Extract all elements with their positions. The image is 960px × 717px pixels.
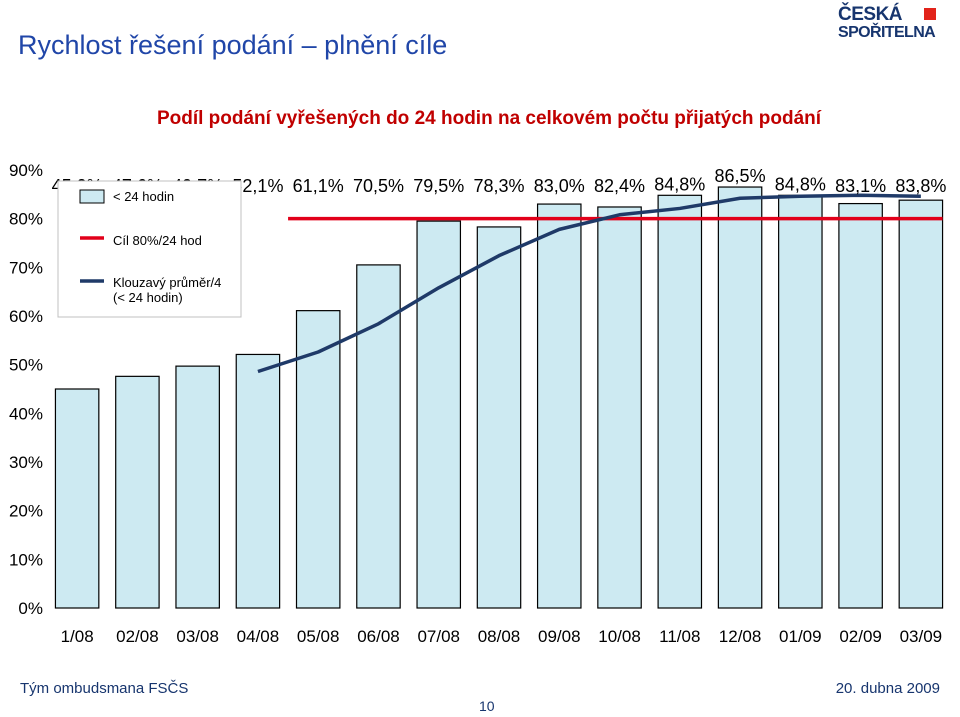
legend-swatch-bar — [79, 189, 105, 204]
bar — [235, 353, 281, 609]
y-tick-label: 40% — [9, 404, 43, 423]
page-title: Rychlost řešení podání – plnění cíle — [18, 30, 448, 60]
legend-label-moving-average: (< 24 hodin) — [113, 290, 183, 305]
bank-logo: ČESKÁ SPOŘITELNA — [838, 4, 938, 44]
y-tick-label: 30% — [9, 453, 43, 472]
x-tick-label: 02/08 — [116, 627, 159, 646]
y-tick-label: 0% — [18, 599, 43, 618]
x-tick-label: 04/08 — [237, 627, 280, 646]
bar — [597, 206, 642, 609]
bar — [295, 310, 341, 609]
legend-label-bar: < 24 hodin — [113, 189, 174, 204]
y-tick-label: 70% — [9, 258, 43, 277]
bar — [778, 194, 823, 609]
y-tick-label: 80% — [9, 210, 43, 229]
moving-average-line — [257, 193, 921, 374]
y-tick-label: 10% — [9, 550, 43, 569]
chart-title: Podíl podání vyřešených do 24 hodin na c… — [157, 108, 822, 129]
x-tick-label: 09/08 — [538, 627, 581, 646]
bar-value-label: 82,4% — [594, 176, 645, 196]
footer-date: 20. dubna 2009 — [835, 680, 940, 697]
bar — [838, 202, 883, 609]
bar-value-label: 70,5% — [353, 176, 404, 196]
bar-value-label: 79,5% — [413, 176, 464, 196]
legend-box — [57, 180, 242, 318]
y-tick-label: 90% — [9, 161, 43, 180]
bar-value-label: 78,3% — [473, 176, 524, 196]
bar — [175, 365, 220, 609]
logo-line-2: SPOŘITELNA — [838, 24, 936, 41]
x-tick-label: 03/08 — [176, 627, 219, 646]
x-tick-label: 08/08 — [478, 627, 521, 646]
bar-series — [54, 186, 944, 609]
line-series — [257, 193, 943, 374]
bar-value-label: 83,8% — [895, 176, 946, 196]
logo-line-1: ČESKÁ — [838, 4, 903, 25]
x-tick-label: 01/09 — [779, 627, 822, 646]
bar-value-label: 83,1% — [835, 176, 886, 196]
y-tick-label: 20% — [9, 502, 43, 521]
x-axis: 1/08 02/08 03/08 04/08 05/08 06/08 07/08 08/08 0… — [61, 627, 943, 646]
bar-value-label: 61,1% — [293, 176, 344, 196]
footer-team: Tým ombudsmana FSČS — [20, 680, 189, 697]
y-axis: 0% 10% 20% 30% 40% 50% 60% 70% 80% 90% — [9, 161, 43, 618]
bar-value-label: 84,8% — [775, 174, 826, 194]
bar — [536, 203, 582, 609]
bar — [476, 226, 522, 609]
legend-label-moving-average: Klouzavý průměr/4 — [113, 275, 221, 290]
bar — [115, 375, 160, 609]
x-tick-label: 03/09 — [900, 627, 943, 646]
legend-label-target: Cíl 80%/24 hod — [113, 233, 202, 248]
bar — [657, 194, 703, 609]
chart: Podíl podání vyřešených do 24 hodin na c… — [9, 108, 946, 646]
x-tick-label: 1/08 — [61, 627, 94, 646]
legend: < 24 hodin Cíl 80%/24 hod Klouzavý průměr/… — [57, 180, 242, 318]
x-tick-label: 07/08 — [417, 627, 460, 646]
x-tick-label: 11/08 — [659, 627, 700, 646]
bar — [717, 186, 763, 609]
x-tick-label: 10/08 — [598, 627, 641, 646]
bar-value-label: 86,5% — [715, 166, 766, 186]
x-tick-label: 05/08 — [297, 627, 340, 646]
bar — [416, 220, 462, 609]
bar-value-label: 84,8% — [654, 174, 705, 194]
x-tick-label: 12/08 — [719, 627, 762, 646]
bar — [54, 388, 100, 609]
bar-value-label: 83,0% — [534, 176, 585, 196]
y-tick-label: 60% — [9, 307, 43, 326]
y-tick-label: 50% — [9, 356, 43, 375]
page-number: 10 — [479, 698, 495, 714]
x-tick-label: 02/09 — [839, 627, 882, 646]
bar-value-label: 52,1% — [232, 176, 283, 196]
logo-mark-icon — [924, 8, 936, 20]
x-tick-label: 06/08 — [357, 627, 400, 646]
bar — [898, 199, 944, 609]
